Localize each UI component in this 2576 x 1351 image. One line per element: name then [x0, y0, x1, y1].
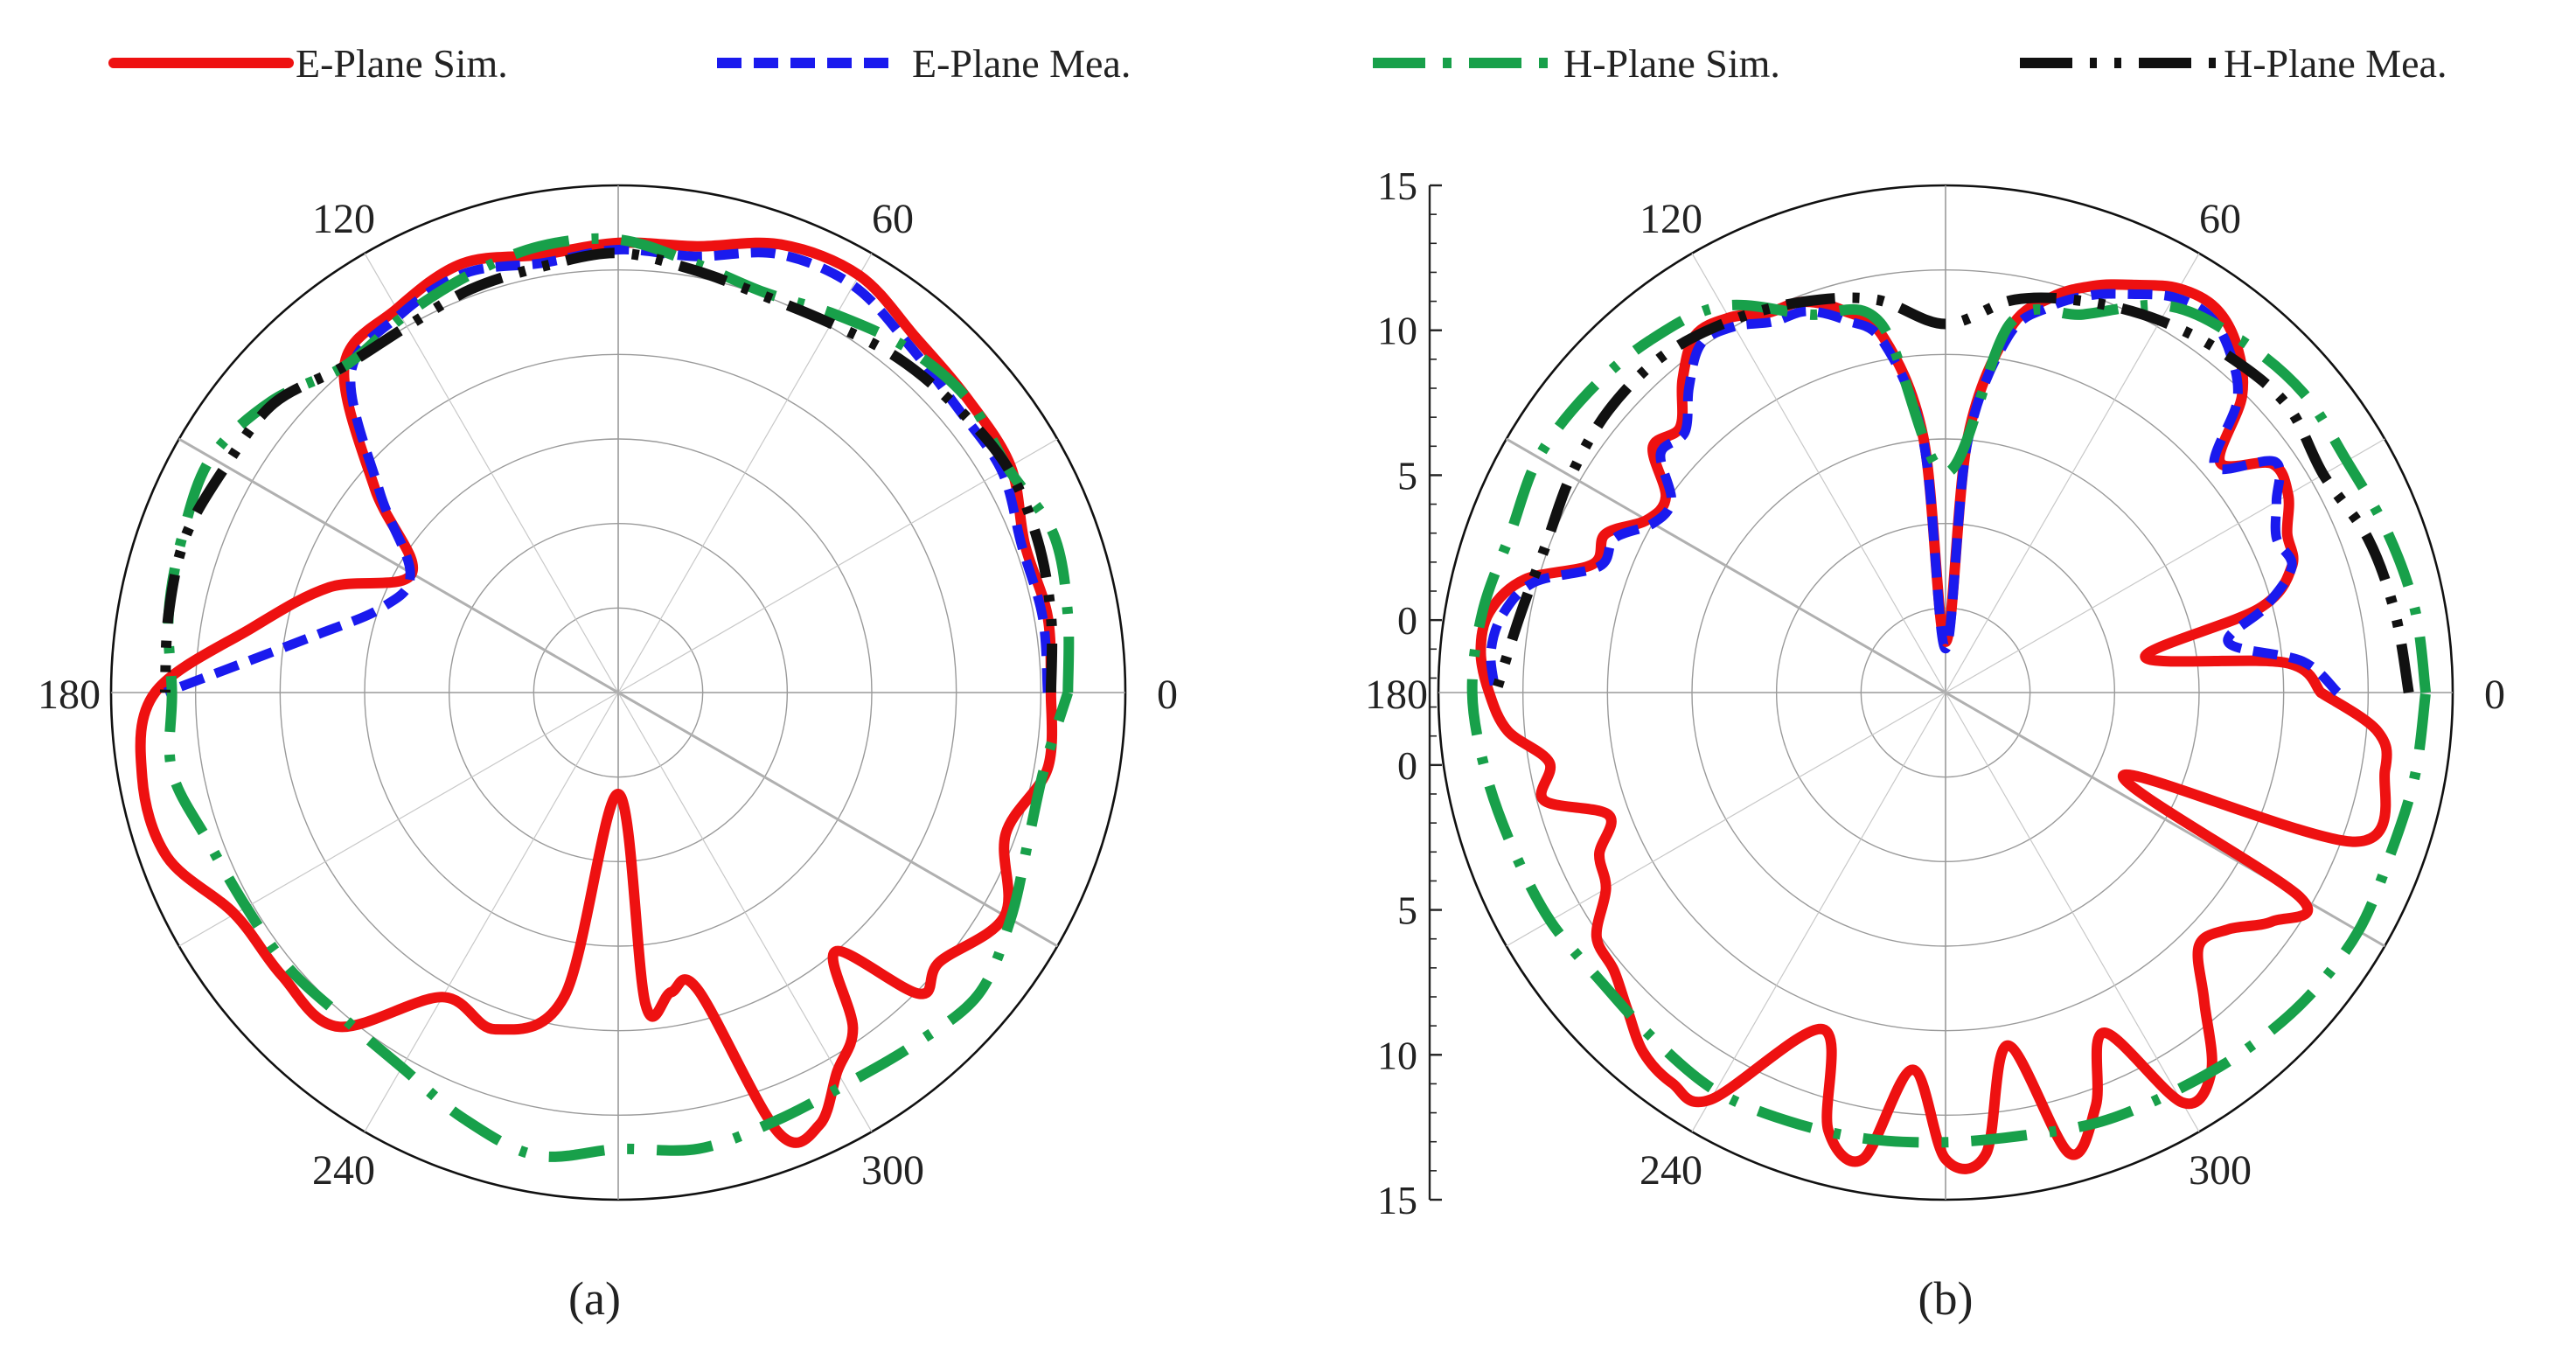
radial-tick-label: 15	[1377, 164, 1417, 208]
angle-label: 180	[1365, 672, 1428, 718]
polar-grid-b	[1437, 184, 2454, 1201]
series-e-plane-sim	[1475, 279, 2392, 1174]
series-e-plane-sim	[135, 237, 1058, 1148]
radial-tick-label: 5	[1397, 453, 1417, 498]
series-group-b	[1466, 279, 2432, 1174]
series-e-plane-mea	[1486, 289, 2342, 697]
polar-plot-b: 0 60 120 180 240 300 15 10 5 0 0 5 10 15 (b)	[1365, 164, 2505, 1325]
grid-spoke	[364, 253, 619, 693]
radial-tick-label: 15	[1377, 1178, 1417, 1222]
angle-label: 300	[861, 1147, 924, 1194]
polar-grid-a	[109, 184, 1127, 1201]
angle-label: 300	[2189, 1147, 2252, 1194]
grid-spoke	[1506, 692, 1946, 947]
panel-label-a: (a)	[568, 1272, 621, 1325]
radial-tick-label: 10	[1377, 309, 1417, 353]
angle-label: 180	[38, 672, 101, 718]
panel-label-b: (b)	[1918, 1272, 1974, 1325]
grid-spoke	[178, 692, 619, 947]
grid-spoke	[617, 438, 1058, 693]
radial-tick-label: 0	[1397, 598, 1417, 643]
angle-label: 0	[1157, 672, 1178, 718]
angle-label: 120	[312, 196, 375, 242]
grid-spoke	[364, 692, 619, 1132]
legend-label-h-plane-mea: H-Plane Mea.	[2224, 41, 2447, 86]
grid-spoke	[1691, 253, 1946, 693]
angle-label: 120	[1640, 196, 1702, 242]
legend-label-h-plane-sim: H-Plane Sim.	[1563, 41, 1780, 86]
grid-reference-line	[178, 437, 1059, 948]
legend: E-Plane Sim. E-Plane Mea. H-Plane Sim. H…	[108, 41, 2447, 86]
series-group-a	[135, 233, 1075, 1162]
polar-plot-a: 0 60 120 180 240 300 (a)	[38, 184, 1178, 1325]
grid-spoke	[1945, 692, 2200, 1132]
angle-labels-b: 0 60 120 180 240 300	[1365, 196, 2505, 1194]
series-e-plane-mea	[163, 244, 1053, 698]
angle-labels-a: 0 60 120 180 240 300	[38, 196, 1178, 1194]
angle-label: 240	[312, 1147, 375, 1194]
series-h-plane-mea	[1490, 292, 2414, 694]
radial-tick-label: 0	[1397, 743, 1417, 788]
legend-label-e-plane-sim: E-Plane Sim.	[296, 41, 508, 86]
angle-label: 0	[2484, 672, 2505, 718]
legend-label-e-plane-mea: E-Plane Mea.	[912, 41, 1131, 86]
series-h-plane-sim	[163, 233, 1075, 1162]
grid-spoke	[1945, 438, 2385, 693]
angle-label: 60	[2199, 196, 2241, 242]
grid-spoke	[1691, 692, 1946, 1132]
grid-spoke	[617, 692, 873, 1132]
angle-label: 240	[1640, 1147, 1702, 1194]
angle-label: 60	[872, 196, 914, 242]
radial-tick-label: 10	[1377, 1033, 1417, 1077]
radial-tick-label: 5	[1397, 888, 1417, 933]
grid-spoke	[1945, 253, 2200, 693]
series-h-plane-mea	[159, 247, 1058, 693]
radial-axis-b: 15 10 5 0 0 5 10 15	[1377, 164, 1442, 1222]
